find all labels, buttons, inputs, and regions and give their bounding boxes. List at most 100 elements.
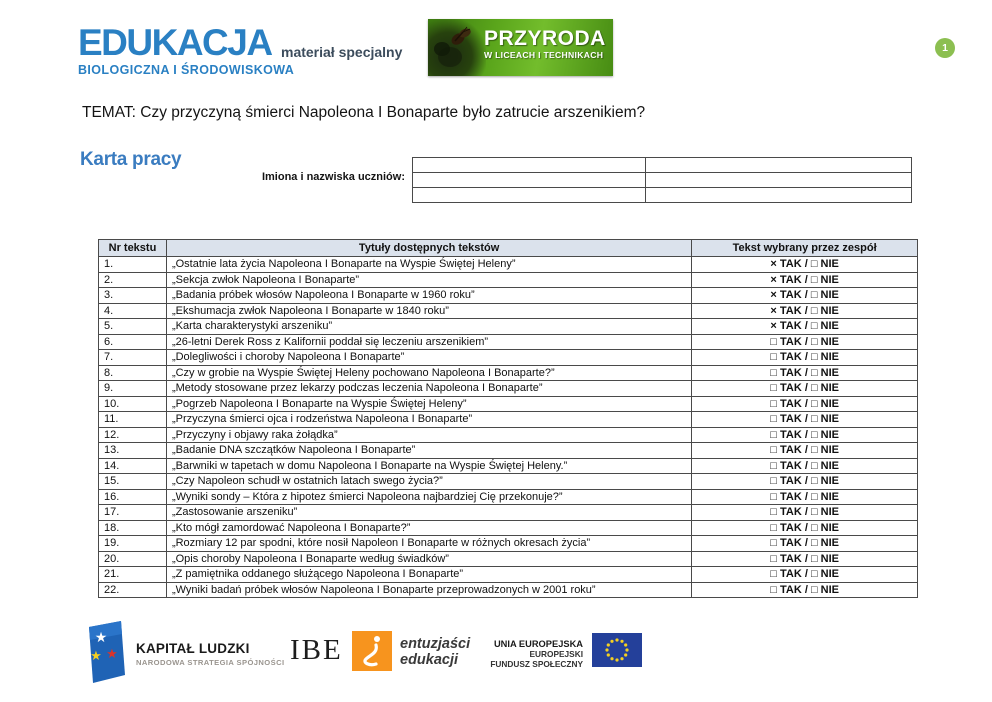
text-title-cell: „Pogrzeb Napoleona I Bonaparte na Wyspie… bbox=[165, 395, 693, 412]
choice-cell[interactable]: □ TAK / □ NIE bbox=[691, 349, 918, 366]
svg-text:★: ★ bbox=[106, 646, 118, 661]
topic-title: TEMAT: Czy przyczyną śmierci Napoleona I… bbox=[82, 104, 646, 121]
przyroda-logo-text: PRZYRODA W LICEACH I TECHNIKACH bbox=[484, 27, 606, 60]
header-nr-tekstu: Nr tekstu bbox=[98, 239, 167, 257]
student-names-label: Imiona i nazwiska uczniów: bbox=[261, 171, 405, 183]
text-number-cell: 1. bbox=[98, 256, 167, 273]
texts-table-body: 1. „Ostatnie lata życia Napoleona I Bonap… bbox=[98, 256, 918, 598]
choice-cell[interactable]: × TAK / □ NIE bbox=[691, 256, 918, 273]
table-row: 9. „Metody stosowane przez lekarzy podcza… bbox=[98, 380, 918, 397]
table-row: 7. „Dolegliwości i choroby Napoleona I Bo… bbox=[98, 349, 918, 366]
student-name-input-cell[interactable] bbox=[412, 187, 646, 203]
table-row: 21. „Z pamiętnika oddanego służącego Napo… bbox=[98, 566, 918, 583]
text-title-cell: „Przyczyna śmierci ojca i rodzeństwa Nap… bbox=[165, 411, 693, 428]
text-number-cell: 5. bbox=[98, 318, 167, 335]
material-label: materiał specjalny bbox=[281, 44, 403, 60]
text-title-cell: „Barwniki w tapetach w domu Napoleona I … bbox=[165, 457, 693, 474]
text-number-cell: 15. bbox=[98, 473, 167, 490]
eu-line3: FUNDUSZ SPOŁECZNY bbox=[490, 659, 583, 669]
kapital-ludzki-flag-icon: ★ ★ ★ bbox=[85, 620, 127, 689]
text-title-cell: „Wyniki sondy – Która z hipotez śmierci … bbox=[165, 488, 693, 505]
table-row: 19. „Rozmiary 12 par spodni, które nosił … bbox=[98, 535, 918, 552]
edukacja-logo-title: EDUKACJA bbox=[78, 22, 273, 63]
table-row: 6. „26-letni Derek Ross z Kalifornii podd… bbox=[98, 333, 918, 350]
ibe-tagline-line1: entuzjaści bbox=[400, 636, 471, 652]
table-row: 17. „Zastosowanie arszeniku” □ TAK / □ NIE bbox=[98, 504, 918, 521]
choice-cell[interactable]: □ TAK / □ NIE bbox=[691, 473, 918, 490]
przyroda-logo: PRZYRODA W LICEACH I TECHNIKACH bbox=[428, 19, 613, 76]
table-row: 1. „Ostatnie lata życia Napoleona I Bonap… bbox=[98, 256, 918, 273]
text-title-cell: „26-letni Derek Ross z Kalifornii poddał… bbox=[165, 333, 693, 350]
edukacja-logo-subtitle: BIOLOGICZNA I ŚRODOWISKOWA bbox=[78, 63, 295, 77]
table-row: 2. „Sekcja zwłok Napoleona I Bonaparte” × … bbox=[98, 271, 918, 288]
table-row: 11. „Przyczyna śmierci ojca i rodzeństwa … bbox=[98, 411, 918, 428]
table-row: 18. „Kto mógł zamordować Napoleona I Bona… bbox=[98, 519, 918, 536]
przyroda-logo-subtitle: W LICEACH I TECHNIKACH bbox=[484, 50, 604, 60]
student-names-table bbox=[412, 157, 913, 203]
choice-cell[interactable]: □ TAK / □ NIE bbox=[691, 519, 918, 536]
choice-cell[interactable]: □ TAK / □ NIE bbox=[691, 504, 918, 521]
text-number-cell: 13. bbox=[98, 442, 167, 459]
choice-cell[interactable]: × TAK / □ NIE bbox=[691, 287, 918, 304]
text-title-cell: „Dolegliwości i choroby Napoleona I Bona… bbox=[165, 349, 693, 366]
text-title-cell: „Z pamiętnika oddanego służącego Napoleo… bbox=[165, 566, 693, 583]
texts-table-header-row: Nr tekstu Tytuły dostępnych tekstów Teks… bbox=[98, 239, 918, 257]
choice-cell[interactable]: □ TAK / □ NIE bbox=[691, 426, 918, 443]
table-row: 15. „Czy Napoleon schudł w ostatnich lata… bbox=[98, 473, 918, 490]
text-title-cell: „Wyniki badań próbek włosów Napoleona I … bbox=[165, 581, 693, 598]
choice-cell[interactable]: □ TAK / □ NIE bbox=[691, 411, 918, 428]
student-name-input-cell[interactable] bbox=[644, 187, 913, 203]
table-row: 8. „Czy w grobie na Wyspie Świętej Heleny… bbox=[98, 364, 918, 381]
text-title-cell: „Karta charakterystyki arszeniku” bbox=[165, 318, 693, 335]
table-row: 4. „Ekshumacja zwłok Napoleona I Bonapart… bbox=[98, 302, 918, 319]
texts-table: Nr tekstu Tytuły dostępnych tekstów Teks… bbox=[98, 239, 918, 598]
table-row: 20. „Opis choroby Napoleona I Bonaparte w… bbox=[98, 550, 918, 567]
table-row: 5. „Karta charakterystyki arszeniku” × TAK… bbox=[98, 318, 918, 335]
student-name-input-cell[interactable] bbox=[644, 172, 913, 188]
student-name-input-cell[interactable] bbox=[412, 157, 646, 173]
choice-cell[interactable]: × TAK / □ NIE bbox=[691, 302, 918, 319]
table-row: 14. „Barwniki w tapetach w domu Napoleona… bbox=[98, 457, 918, 474]
text-title-cell: „Opis choroby Napoleona I Bonaparte wedł… bbox=[165, 550, 693, 567]
text-number-cell: 16. bbox=[98, 488, 167, 505]
choice-cell[interactable]: □ TAK / □ NIE bbox=[691, 380, 918, 397]
text-title-cell: „Ekshumacja zwłok Napoleona I Bonaparte … bbox=[165, 302, 693, 319]
eu-text: UNIA EUROPEJSKA EUROPEJSKI FUNDUSZ SPOŁE… bbox=[455, 639, 583, 669]
text-number-cell: 6. bbox=[98, 333, 167, 350]
text-number-cell: 7. bbox=[98, 349, 167, 366]
ibe-tagline: entuzjaści edukacji bbox=[400, 636, 470, 668]
choice-cell[interactable]: □ TAK / □ NIE bbox=[691, 581, 918, 598]
choice-cell[interactable]: × TAK / □ NIE bbox=[691, 271, 918, 288]
text-number-cell: 2. bbox=[98, 271, 167, 288]
choice-cell[interactable]: □ TAK / □ NIE bbox=[691, 535, 918, 552]
choice-cell[interactable]: □ TAK / □ NIE bbox=[691, 550, 918, 567]
table-row: 16. „Wyniki sondy – Która z hipotez śmier… bbox=[98, 488, 918, 505]
table-row: 12. „Przyczyny i objawy raka żołądka” □ TA… bbox=[98, 426, 918, 443]
table-row: 13. „Badanie DNA szczątków Napoleona I Bo… bbox=[98, 442, 918, 459]
choice-cell[interactable]: □ TAK / □ NIE bbox=[691, 333, 918, 350]
text-number-cell: 4. bbox=[98, 302, 167, 319]
student-name-input-cell[interactable] bbox=[412, 172, 646, 188]
student-name-input-cell[interactable] bbox=[644, 157, 913, 173]
choice-cell[interactable]: □ TAK / □ NIE bbox=[691, 488, 918, 505]
text-title-cell: „Zastosowanie arszeniku” bbox=[165, 504, 693, 521]
choice-cell[interactable]: □ TAK / □ NIE bbox=[691, 566, 918, 583]
table-row: 10. „Pogrzeb Napoleona I Bonaparte na Wys… bbox=[98, 395, 918, 412]
text-title-cell: „Badania próbek włosów Napoleona I Bonap… bbox=[165, 287, 693, 304]
text-number-cell: 10. bbox=[98, 395, 167, 412]
choice-cell[interactable]: □ TAK / □ NIE bbox=[691, 364, 918, 381]
text-title-cell: „Rozmiary 12 par spodni, które nosił Nap… bbox=[165, 535, 693, 552]
ibe-logo-icon bbox=[352, 631, 392, 671]
text-number-cell: 21. bbox=[98, 566, 167, 583]
ibe-tagline-line2: edukacji bbox=[400, 652, 459, 668]
choice-cell[interactable]: □ TAK / □ NIE bbox=[691, 442, 918, 459]
text-title-cell: „Sekcja zwłok Napoleona I Bonaparte” bbox=[165, 271, 693, 288]
table-row: 3. „Badania próbek włosów Napoleona I Bon… bbox=[98, 287, 918, 304]
choice-cell[interactable]: × TAK / □ NIE bbox=[691, 318, 918, 335]
text-number-cell: 9. bbox=[98, 380, 167, 397]
choice-cell[interactable]: □ TAK / □ NIE bbox=[691, 457, 918, 474]
choice-cell[interactable]: □ TAK / □ NIE bbox=[691, 395, 918, 412]
worksheet-title: Karta pracy bbox=[80, 149, 182, 170]
eu-flag-icon bbox=[592, 633, 642, 672]
header-tekst-wybrany: Tekst wybrany przez zespół bbox=[691, 239, 918, 257]
